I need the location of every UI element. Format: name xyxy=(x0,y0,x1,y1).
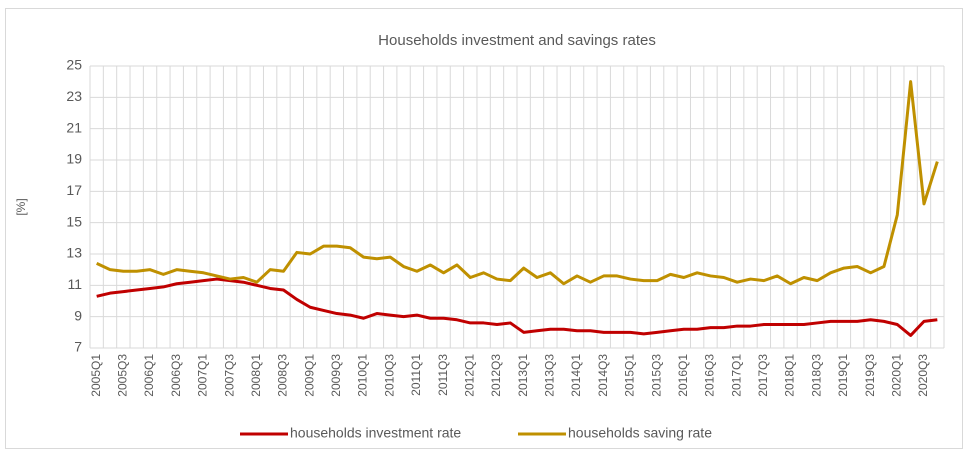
x-tick-label: 2018Q1 xyxy=(783,354,797,397)
x-tick-label: 2013Q3 xyxy=(543,354,557,397)
x-tick-label: 2012Q3 xyxy=(489,354,503,397)
x-tick-label: 2010Q1 xyxy=(356,354,370,397)
x-tick-label: 2015Q1 xyxy=(623,354,637,397)
x-tick-label: 2007Q1 xyxy=(196,354,210,397)
y-tick-label: 7 xyxy=(74,339,82,355)
chart-frame xyxy=(5,8,963,449)
y-tick-label: 17 xyxy=(66,182,82,198)
chart-title: Households investment and savings rates xyxy=(378,32,656,49)
series-line xyxy=(96,80,939,286)
x-tick-label: 2005Q1 xyxy=(89,354,103,397)
x-tick-label: 2015Q3 xyxy=(649,354,663,397)
x-tick-label: 2008Q1 xyxy=(249,354,263,397)
x-tick-label: 2006Q3 xyxy=(169,354,183,397)
series-line xyxy=(96,277,938,337)
x-tick-label: 2019Q3 xyxy=(863,354,877,397)
legend-label: households saving rate xyxy=(568,425,712,441)
x-tick-label: 2020Q3 xyxy=(916,354,930,397)
x-tick-label: 2016Q3 xyxy=(703,354,717,397)
x-tick-label: 2010Q3 xyxy=(382,354,396,397)
x-tick-label: 2014Q1 xyxy=(569,354,583,397)
x-tick-label: 2011Q1 xyxy=(409,354,423,396)
x-tick-label: 2013Q1 xyxy=(516,354,530,397)
x-tick-label: 2009Q3 xyxy=(329,354,343,397)
y-tick-label: 21 xyxy=(66,119,82,135)
x-tick-label: 2014Q3 xyxy=(596,354,610,397)
y-tick-label: 9 xyxy=(74,307,82,323)
x-tick-label: 2017Q1 xyxy=(729,354,743,397)
y-tick-label: 13 xyxy=(66,245,82,261)
x-tick-label: 2007Q3 xyxy=(222,354,236,397)
y-tick-label: 15 xyxy=(66,213,82,229)
x-tick-label: 2016Q1 xyxy=(676,354,690,397)
x-tick-label: 2019Q1 xyxy=(836,354,850,397)
x-tick-label: 2005Q3 xyxy=(116,354,130,397)
x-tick-label: 2009Q1 xyxy=(302,354,316,397)
x-tick-label: 2006Q1 xyxy=(142,354,156,397)
legend-label: households investment rate xyxy=(290,425,461,441)
x-tick-label: 2017Q3 xyxy=(756,354,770,397)
y-tick-label: 25 xyxy=(66,57,82,73)
y-axis-label: [%] xyxy=(14,198,28,215)
y-tick-label: 23 xyxy=(66,88,82,104)
x-tick-label: 2012Q1 xyxy=(462,354,476,397)
x-tick-label: 2011Q3 xyxy=(436,354,450,396)
y-tick-label: 19 xyxy=(66,151,82,167)
x-tick-label: 2018Q3 xyxy=(809,354,823,397)
x-tick-label: 2008Q3 xyxy=(276,354,290,397)
y-tick-label: 11 xyxy=(67,276,82,292)
x-tick-label: 2020Q1 xyxy=(889,354,903,397)
